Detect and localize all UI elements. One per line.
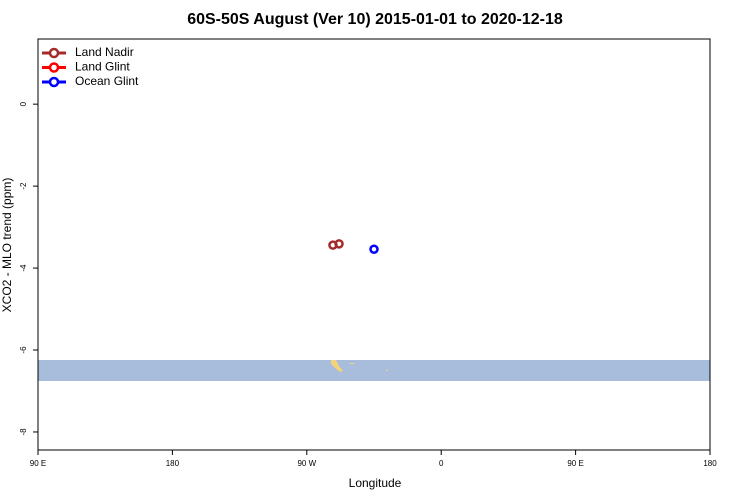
y-tick-label: -8 — [19, 428, 28, 436]
x-tick-label: 90 E — [567, 459, 583, 468]
x-tick-label: 0 — [439, 459, 444, 468]
chart-title: 60S-50S August (Ver 10) 2015-01-01 to 20… — [187, 11, 563, 28]
x-tick-label: 90 E — [30, 459, 46, 468]
y-tick-label: 0 — [19, 101, 28, 106]
point — [369, 244, 379, 254]
x-axis-label: Longitude — [349, 476, 402, 490]
ocean-band — [38, 360, 710, 381]
legend-marker — [48, 47, 60, 59]
x-tick-label: 90 W — [297, 459, 316, 468]
x-tick-label: 180 — [166, 459, 180, 468]
y-tick-label: -6 — [19, 346, 28, 354]
x-tick-label: 180 — [703, 459, 717, 468]
y-axis-label: XCO2 - MLO trend (ppm) — [0, 178, 14, 313]
legend-label: Land Glint — [75, 60, 130, 74]
y-tick-label: -4 — [19, 264, 28, 272]
point — [334, 239, 344, 249]
legend-marker — [48, 76, 60, 88]
plot-frame — [37, 38, 711, 451]
legend-marker — [48, 62, 60, 73]
legend-label: Land Nadir — [75, 45, 134, 59]
y-tick-label: -2 — [19, 182, 28, 190]
legend-label: Ocean Glint — [75, 74, 139, 88]
